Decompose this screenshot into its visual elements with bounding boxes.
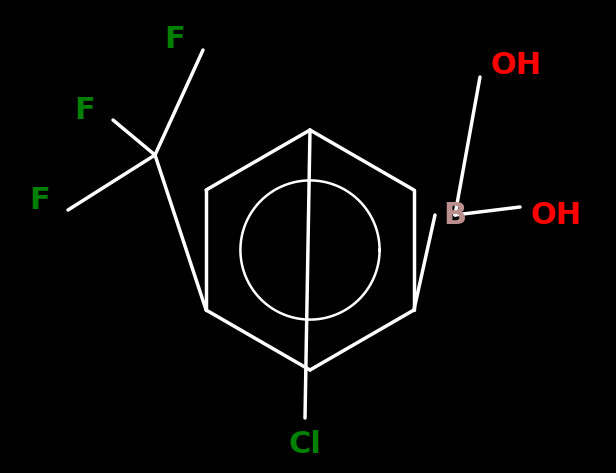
Text: F: F xyxy=(75,96,95,124)
Text: B: B xyxy=(444,201,466,229)
Text: F: F xyxy=(29,185,50,214)
Text: OH: OH xyxy=(530,201,582,229)
Text: OH: OH xyxy=(490,51,541,79)
Text: Cl: Cl xyxy=(288,430,322,459)
Text: F: F xyxy=(164,26,185,54)
